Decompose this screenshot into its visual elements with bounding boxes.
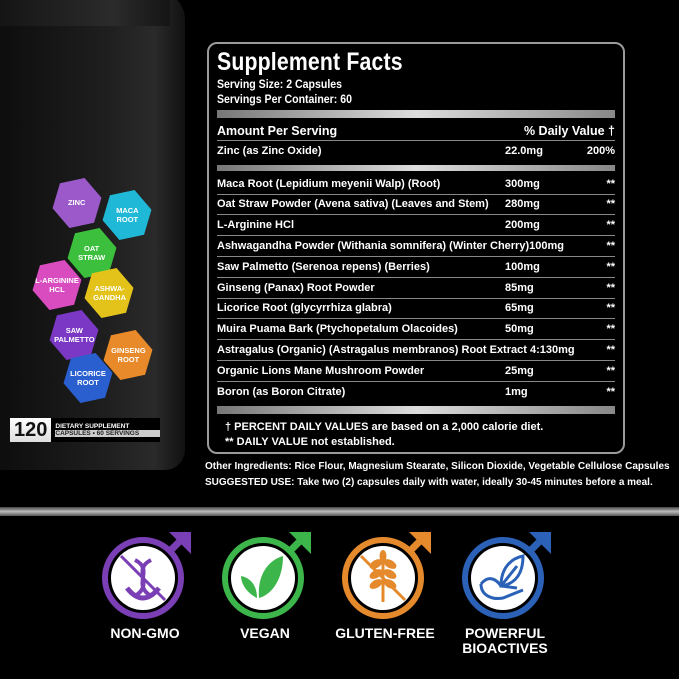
ingredient-dv: 200% [586,145,615,158]
hexagon-label: SAW PALMETTO [53,325,95,344]
hexagon-label: ASHWA- GANDHA [92,283,126,303]
header-row: Amount Per Serving % Daily Value † [217,121,615,141]
footnote-not-established: ** DAILY VALUE not established. [225,435,395,448]
ingredient-name: Ashwagandha Powder (Withania somnifera) … [217,240,530,253]
dna-icon [102,531,191,619]
ingredient-amount: 22.0mg [505,145,543,158]
ingredient-dv: ** [606,281,615,294]
badge-vegan: VEGAN [205,530,325,641]
badge-label: GLUTEN-FREE [335,625,435,641]
ingredient-dv: ** [606,364,615,377]
table-row: Organic Lions Mane Mushroom Powder 25mg ** [217,361,615,382]
ingredient-amount: 65mg [505,302,534,315]
table-row: Astragalus (Organic) (Astragalus membran… [217,340,615,361]
table-row: Zinc (as Zinc Oxide) 22.0mg 200% [217,141,615,162]
badge-label: VEGAN [240,625,290,641]
divider [217,164,615,171]
ingredient-dv: ** [606,302,615,315]
table-row: Boron (as Boron Citrate) 1mg ** [217,382,615,403]
ingredient-amount: 85mg [505,281,534,294]
table-row: Oat Straw Powder (Avena sativa) (Leaves … [217,195,615,216]
ingredient-name: Oat Straw Powder (Avena sativa) (Leaves … [217,198,489,211]
serving-size: Serving Size: 2 Capsules [217,77,343,91]
amount-header: Amount Per Serving [217,123,338,138]
ingredient-dv: ** [606,240,615,253]
ingredient-dv: ** [606,386,615,399]
badge-powerful-bioactives: POWERFUL BIOACTIVES [445,530,565,656]
ingredient-name: Boron (as Boron Citrate) [217,386,346,399]
ingredient-dv: ** [606,260,615,273]
hexagon-label: ZINC [68,198,86,208]
divider [217,110,615,118]
table-row: Muira Puama Bark (Ptychopetalum Olacoide… [217,319,615,341]
ingredient-name: Licorice Root (glycyrrhiza glabra) [217,302,392,315]
dv-header: % Daily Value † [523,123,615,138]
ingredient-name: Zinc (as Zinc Oxide) [217,145,322,158]
other-ingredients: Other Ingredients: Rice Flour, Magnesium… [205,461,670,472]
badge-label: NON-GMO [110,625,180,641]
ingredient-amount: 30mg [545,344,575,357]
hexagon-label: GINSENG ROOT [110,345,146,364]
table-row: Maca Root (Lepidium meyenii Walp) (Root)… [217,174,615,195]
ingredient-amount: 300mg [505,177,540,190]
hexagon-label: L-ARGININE HCL [35,275,79,294]
servings-per-container: Servings Per Container: 60 [217,92,352,106]
ingredient-dv: ** [606,198,615,211]
hand-leaf-icon [462,531,551,619]
ingredient-name: L-Arginine HCl [217,219,294,232]
supplement-facts-panel: Supplement Facts Serving Size: 2 Capsule… [207,42,625,454]
capsule-count: 120 [14,418,48,441]
table-row: Licorice Root (glycyrrhiza glabra) 65mg ** [217,299,615,320]
suggested-use: SUGGESTED USE: Take two (2) capsules dai… [205,477,653,488]
ingredient-name: Saw Palmetto (Serenoa repens) (Berries) [217,260,430,273]
badge-gluten-free: GLUTEN-FREE [325,530,445,641]
ingredient-amount: 1mg [505,386,528,399]
leaf-icon [222,531,311,619]
table-row: Saw Palmetto (Serenoa repens) (Berries) 1… [217,257,615,278]
table-row: L-Arginine HCl 200mg ** [217,215,615,237]
capsules-servings-text: CAPSULES • 60 SERVINGS [55,430,160,437]
ingredient-amount: 25mg [505,364,534,377]
hexagon-label: OAT STRAW [78,243,106,262]
ingredient-dv: ** [606,344,615,357]
bottle-cap [0,0,170,26]
ingredient-name: Maca Root (Lepidium meyenii Walp) (Root) [217,177,441,190]
dietary-supplement-text: DIETARY SUPPLEMENT [55,423,130,430]
bottle-label-band: 120 DIETARY SUPPLEMENT CAPSULES • 60 SERV… [10,418,160,442]
ingredient-name: Ginseng (Panax) Root Powder [217,281,375,294]
badge-non-gmo: NON-GMO [85,530,205,641]
badge-label: POWERFUL BIOACTIVES [462,625,548,656]
ingredient-amount: 100mg [505,260,540,273]
ingredient-amount: 280mg [505,198,540,211]
divider [217,405,615,414]
wheat-icon [342,531,431,619]
ingredient-amount: 200mg [505,219,540,232]
table-row: Ginseng (Panax) Root Powder 85mg ** [217,278,615,299]
facts-title: Supplement Facts [217,48,403,76]
section-divider [0,507,679,516]
ingredient-dv: ** [606,177,615,190]
ingredient-dv: ** [606,219,615,232]
ingredient-amount: 100mg [529,240,564,253]
hexagon-label: MACA ROOT [115,205,139,224]
hexagon-label: LICORICE ROOT [70,368,106,387]
ingredient-name: Muira Puama Bark (Ptychopetalum Olacoide… [217,323,458,336]
ingredient-name: Organic Lions Mane Mushroom Powder [217,364,425,377]
ingredient-dv: ** [606,323,615,336]
ingredient-amount: 50mg [505,323,534,336]
footnote-dv: † PERCENT DAILY VALUES are based on a 2,… [225,420,544,433]
ingredient-name: Astragalus (Organic) (Astragalus membran… [217,344,546,357]
table-row: Ashwagandha Powder (Withania somnifera) … [217,236,615,257]
